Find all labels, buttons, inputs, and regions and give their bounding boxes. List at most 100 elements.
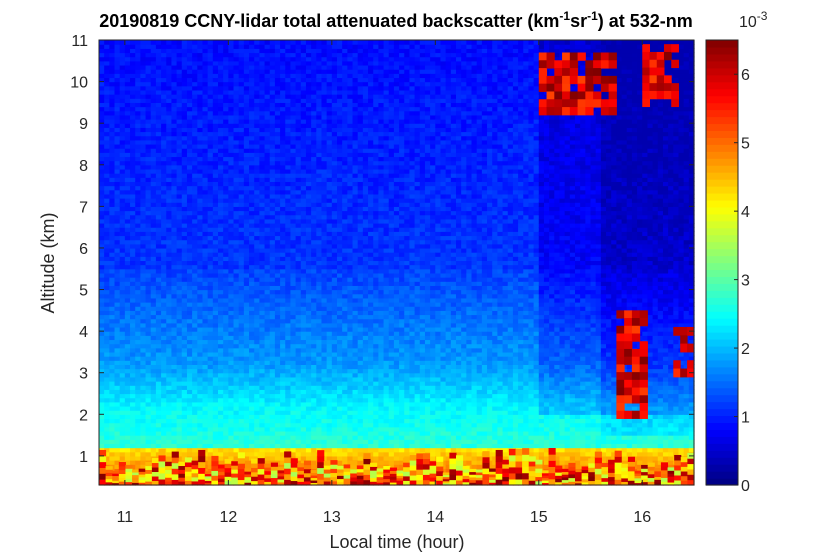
heatmap-cell [218,164,224,170]
heatmap-cell [295,239,302,245]
heatmap-cell [233,451,240,457]
heatmap-cell [259,152,266,158]
heatmap-cell [233,260,240,266]
heatmap-cell [326,222,333,228]
heatmap-cell [186,422,193,428]
heatmap-cell [109,393,116,399]
heatmap-cell [218,277,224,282]
heatmap-cell [316,272,323,278]
heatmap-cell [114,318,121,324]
heatmap-cell [207,389,214,395]
heatmap-cell [331,435,338,440]
heatmap-cell [331,318,338,324]
heatmap-cell [233,89,240,95]
heatmap-cell [249,277,255,282]
heatmap-cell [300,281,307,286]
heatmap-cell [228,69,235,74]
heatmap-cell [285,410,292,415]
heatmap-cell [155,173,162,178]
heatmap-cell [249,397,255,403]
heatmap-cell [285,185,292,191]
heatmap-cell [321,222,328,228]
heatmap-cell [186,314,193,320]
heatmap-cell [176,447,183,453]
heatmap-cell [274,389,281,395]
heatmap-cell [186,77,193,83]
heatmap-cell [145,397,152,403]
heatmap-cell [264,455,271,461]
heatmap-cell [233,210,240,216]
heatmap-cell [181,160,188,166]
heatmap-cell [130,289,136,295]
heatmap-cell [233,106,240,112]
heatmap-cell [130,202,136,207]
heatmap-cell [243,114,250,120]
heatmap-cell [295,73,302,79]
heatmap-cell [130,435,136,440]
heatmap-cell [316,119,323,124]
heatmap-cell [192,256,198,262]
heatmap-cell [295,44,302,49]
heatmap-cell [207,347,214,353]
heatmap-cell [331,44,338,49]
heatmap-cell [285,252,292,257]
heatmap-cell [274,430,281,436]
heatmap-cell [197,98,204,103]
heatmap-cell [300,152,307,158]
heatmap-cell [274,156,281,162]
heatmap-cell [135,143,141,149]
heatmap-cell [202,272,209,278]
heatmap-cell [124,89,131,95]
heatmap-cell [300,256,307,262]
heatmap-cell [331,385,338,390]
heatmap-cell [321,272,328,278]
heatmap-cell [197,127,204,133]
heatmap-cell [166,310,173,316]
heatmap-cell [249,393,255,399]
heatmap-cell [176,381,183,386]
heatmap-cell [140,40,147,45]
heatmap-cell [99,376,105,382]
heatmap-cell [285,239,292,245]
heatmap-cell [181,40,188,45]
heatmap-cell [228,252,235,257]
heatmap-cell [316,410,323,415]
heatmap-cell [295,430,302,436]
heatmap-cell [321,98,328,103]
heatmap-cell [311,181,317,187]
heatmap-cell [269,202,276,207]
heatmap-cell [269,152,276,158]
heatmap-cell [285,401,292,407]
heatmap-cell [238,447,245,453]
heatmap-cell [264,77,271,83]
heatmap-cell [166,235,173,241]
heatmap-cell [124,156,131,162]
heatmap-cell [269,185,276,191]
heatmap-cell [171,381,178,386]
heatmap-cell [207,214,214,220]
heatmap-cell [285,123,292,128]
heatmap-cell [223,94,229,99]
heatmap-cell [295,256,302,262]
heatmap-cell [274,393,281,399]
heatmap-cell [135,343,141,349]
heatmap-cell [228,302,235,307]
heatmap-cell [192,214,198,220]
heatmap-cell [114,177,121,182]
heatmap-cell [264,376,271,382]
heatmap-cell [161,422,167,428]
heatmap-cell [326,272,333,278]
heatmap-cell [305,243,312,249]
heatmap-cell [161,102,167,108]
heatmap-cell [130,326,136,332]
heatmap-cell [259,202,266,207]
heatmap-cell [186,214,193,220]
heatmap-cell [300,160,307,166]
heatmap-cell [228,260,235,266]
heatmap-cell [99,252,105,257]
heatmap-cell [259,131,266,137]
heatmap-cell [290,94,297,99]
heatmap-cell [135,231,141,237]
heatmap-cell [326,410,333,415]
heatmap-cell [337,460,343,465]
